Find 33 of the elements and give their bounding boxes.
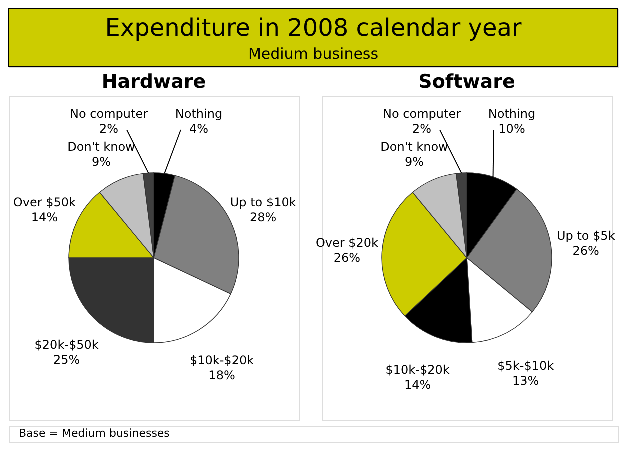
- data-label: 2%: [412, 122, 432, 136]
- slice-label: Don't know: [68, 140, 136, 154]
- data-label: 9%: [92, 155, 112, 170]
- text: Medium business: [248, 45, 379, 63]
- data-label: 9%: [404, 155, 424, 170]
- data-label: 25%: [53, 353, 80, 368]
- slice-label: Up to $5k: [556, 228, 616, 243]
- data-label: 26%: [572, 244, 600, 258]
- data-label: 26%: [334, 250, 361, 265]
- slice-label: $10k-$20k: [386, 363, 450, 378]
- slice-label: No computer: [70, 107, 148, 121]
- data-label: 18%: [208, 368, 236, 383]
- slice-label: Don't know: [380, 140, 449, 154]
- data-label: 2%: [99, 122, 119, 136]
- text: Base = Medium businesses: [19, 427, 170, 440]
- slice-label: Nothing: [175, 107, 223, 121]
- slice-label: $20k-$50k: [34, 338, 99, 352]
- chart-title: Hardware: [102, 71, 206, 93]
- text: Expenditure in 2008 calendar year: [105, 14, 522, 42]
- data-label: 14%: [404, 378, 432, 392]
- data-label: 28%: [250, 210, 277, 224]
- slice-label: Over $20k: [316, 236, 379, 250]
- slice-label: $10k-$20k: [190, 354, 254, 368]
- data-label: 14%: [31, 210, 58, 224]
- slice-label: Nothing: [488, 107, 536, 121]
- slice-label: Over $50k: [13, 195, 76, 210]
- slice-label: Up to $10k: [230, 195, 296, 210]
- data-label: 13%: [512, 374, 540, 388]
- data-label: 4%: [189, 122, 209, 136]
- slice-label: No computer: [382, 107, 462, 121]
- data-label: 10%: [498, 122, 526, 136]
- chart-title: Software: [418, 71, 516, 93]
- slice-label: $5k-$10k: [498, 358, 554, 373]
